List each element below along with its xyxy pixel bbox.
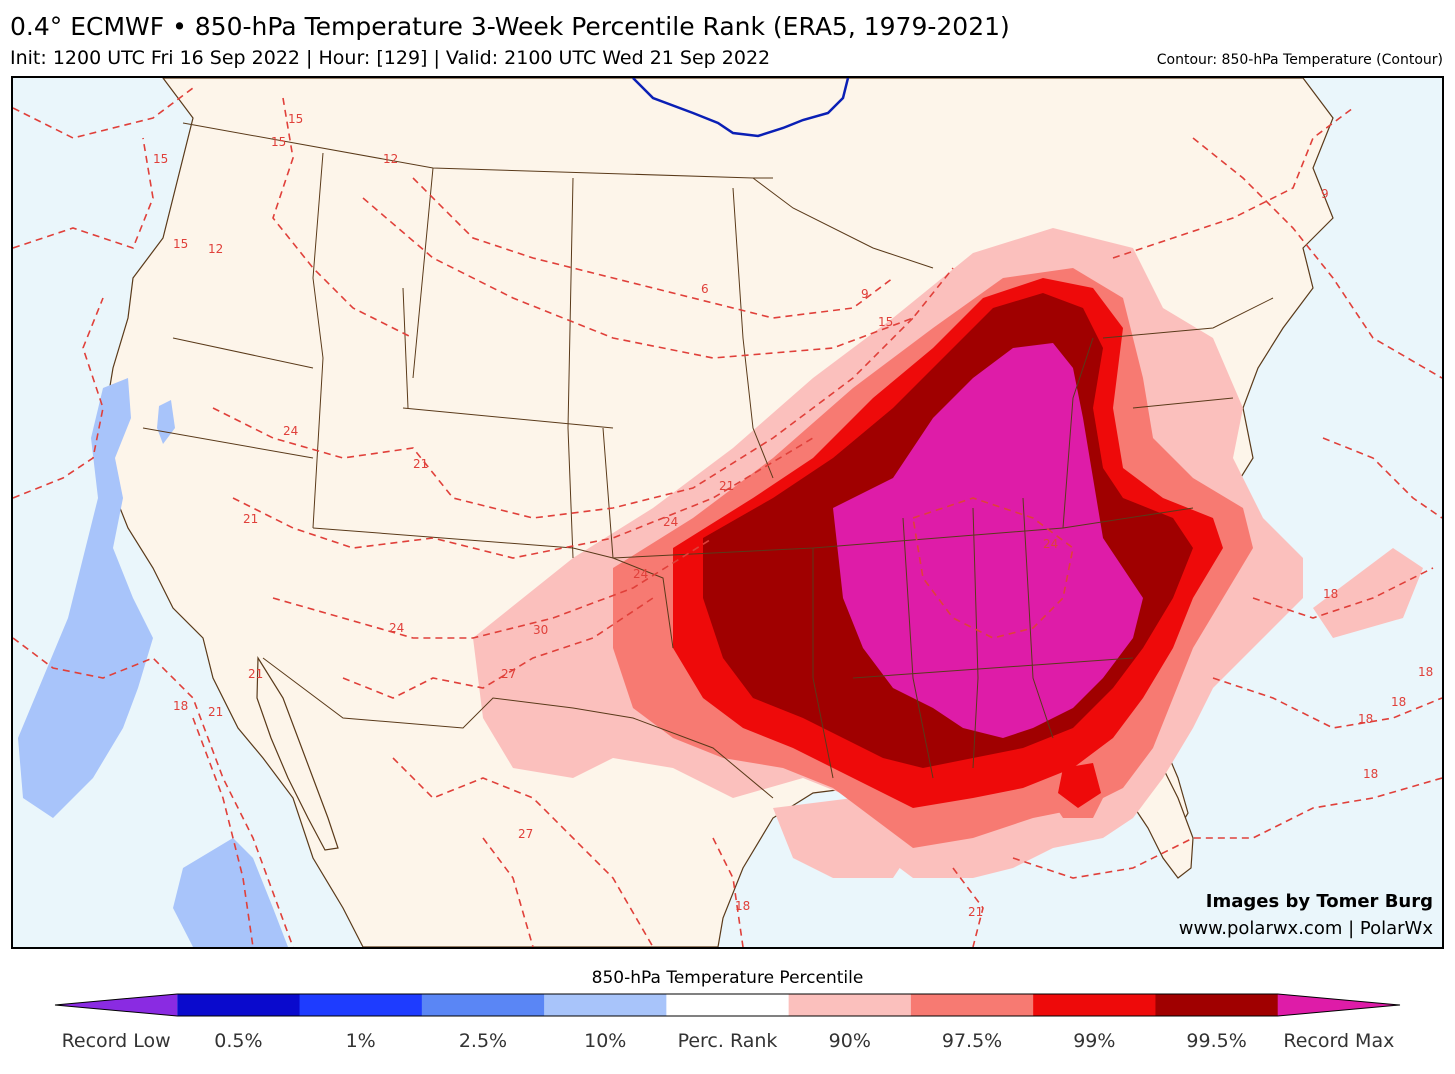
contour-label: 27 — [518, 827, 533, 841]
land-baja — [256, 655, 339, 851]
colorbar-label: Record Low — [61, 1030, 171, 1052]
map-svg: 15 15 15 12 12 15 6 9 15 24 21 21 21 24 … — [13, 78, 1442, 947]
contour-label: 18 — [1323, 587, 1338, 601]
contour-label: 21 — [413, 457, 428, 471]
contour-label: 15 — [153, 152, 168, 166]
colorbar-label: 99% — [1073, 1030, 1116, 1052]
colorbar-label: Perc. Rank — [677, 1030, 778, 1052]
colorbar-outline — [54, 993, 1401, 1017]
colorbar-label: 97.5% — [941, 1030, 1003, 1052]
contour-label: 15 — [173, 237, 188, 251]
contour-label: 30 — [533, 623, 548, 637]
colorbar-segment — [177, 994, 301, 1016]
contour-label: 15 — [271, 135, 286, 149]
contour-label: 9 — [1321, 187, 1329, 201]
colorbar-segment — [544, 994, 667, 1016]
colorbar-segment — [788, 994, 912, 1016]
colorbar-label: 10% — [584, 1030, 627, 1052]
shade-90-gulf — [773, 798, 913, 878]
contour-label: 18 — [1418, 665, 1433, 679]
colorbar-segment — [299, 994, 423, 1016]
contour-label: 21 — [719, 479, 734, 493]
shade-99-gulf — [1058, 763, 1101, 808]
contour-label: 21 — [243, 512, 258, 526]
contour-label-group: 15 15 15 12 12 15 6 9 15 24 21 21 21 24 … — [153, 112, 1433, 919]
contour-label: 24 — [389, 621, 404, 635]
contour-label: 18 — [1358, 712, 1373, 726]
colorbar-segment — [55, 994, 178, 1016]
colorbar — [54, 993, 1401, 1017]
map-subtitle: Init: 1200 UTC Fri 16 Sep 2022 | Hour: [… — [10, 47, 771, 69]
credit-author: Images by Tomer Burg — [1205, 891, 1433, 912]
colorbar-segment — [910, 994, 1034, 1016]
contour-label: 24 — [663, 515, 678, 529]
contour-label: 9 — [861, 287, 869, 301]
colorbar-segment — [1033, 994, 1156, 1016]
contour-label: 27 — [501, 667, 516, 681]
cold-anomaly-south — [173, 838, 288, 947]
contour-label: 18 — [1363, 767, 1378, 781]
contour-label: 24 — [283, 424, 298, 438]
colorbar-label: Record Max — [1283, 1030, 1395, 1052]
contour-label: 21 — [208, 705, 223, 719]
colorbar-segment — [666, 994, 790, 1016]
colorbar-segment — [421, 994, 545, 1016]
colorbar-label: 0.5% — [214, 1030, 263, 1052]
temperature-contours — [13, 87, 1442, 947]
contour-label: 24 — [1043, 537, 1058, 551]
shade-90-atlantic — [1313, 548, 1423, 638]
map-title: 0.4° ECMWF • 850-hPa Temperature 3-Week … — [10, 12, 1010, 41]
map-panel: 15 15 15 12 12 15 6 9 15 24 21 21 21 24 … — [11, 76, 1444, 949]
contour-label: 12 — [383, 152, 398, 166]
credit-website: www.polarwx.com | PolarWx — [1178, 918, 1433, 939]
contour-label: 18 — [1391, 695, 1406, 709]
cold-anomaly-pacific — [18, 378, 153, 818]
contour-label: 6 — [701, 282, 709, 296]
contour-label: 15 — [878, 315, 893, 329]
contour-label: 21 — [968, 905, 983, 919]
contour-label: 15 — [288, 112, 303, 126]
colorbar-segment — [1277, 994, 1400, 1016]
contour-label: 18 — [735, 899, 750, 913]
colorbar-label: 90% — [828, 1030, 871, 1052]
colorbar-label: 99.5% — [1186, 1030, 1247, 1052]
contour-label: 12 — [208, 242, 223, 256]
political-borders — [142, 122, 1274, 799]
colorbar-label: 1% — [345, 1030, 376, 1052]
contour-label: 24 — [633, 567, 648, 581]
contour-label: 21 — [248, 667, 263, 681]
freezing-contour — [632, 78, 850, 138]
contour-label: 18 — [173, 699, 188, 713]
colorbar-label: 2.5% — [458, 1030, 508, 1052]
colorbar-segment — [1155, 994, 1279, 1016]
colorbar-title: 850-hPa Temperature Percentile — [591, 968, 864, 988]
contour-note: Contour: 850-hPa Temperature (Contour) — [1156, 52, 1443, 68]
